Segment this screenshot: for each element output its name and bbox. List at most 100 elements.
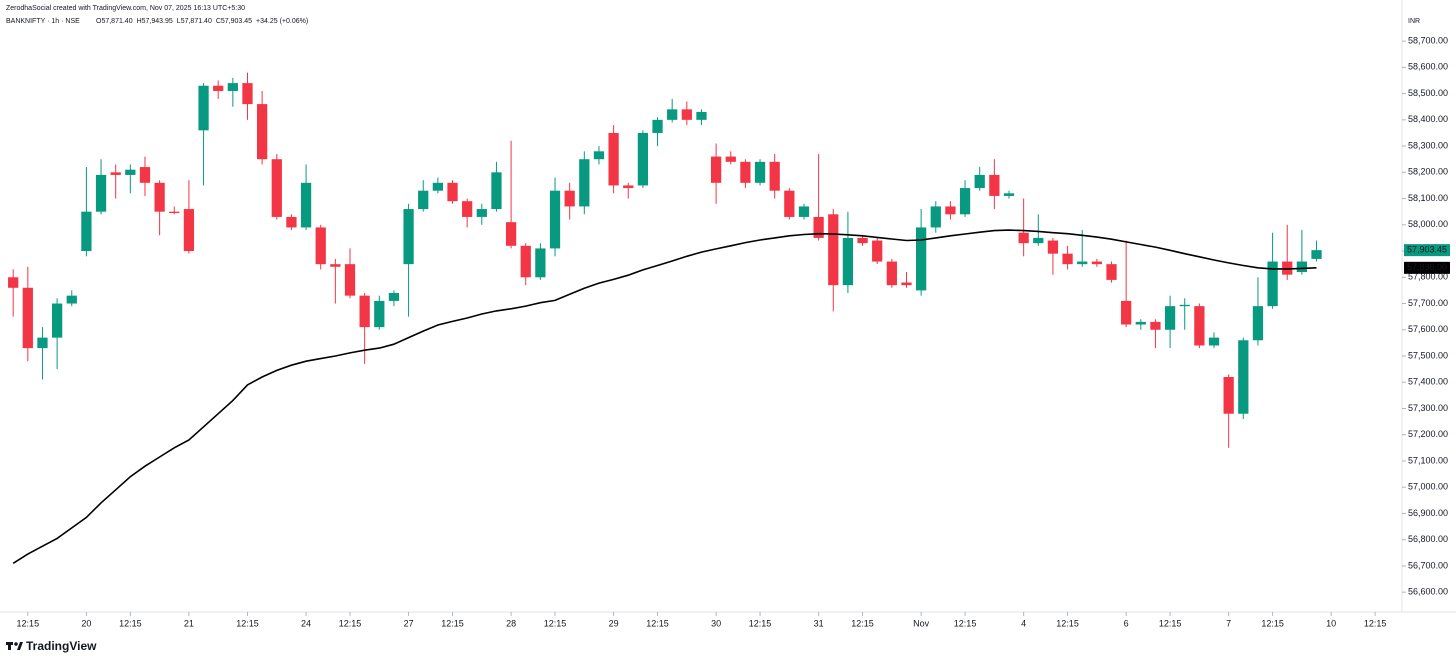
y-tick-label: 58,100.00: [1408, 193, 1448, 203]
candle-body: [1135, 321, 1146, 325]
y-tick-label: 58,600.00: [1408, 62, 1448, 72]
symbol: BANKNIFTY · 1h · NSE: [6, 18, 80, 25]
y-tick-label: 56,900.00: [1408, 508, 1448, 518]
candle-body: [740, 161, 751, 183]
y-tick-label: 58,300.00: [1408, 140, 1448, 150]
candle-body: [432, 182, 443, 191]
y-tick-label: 58,700.00: [1408, 36, 1448, 46]
candle-body: [813, 216, 824, 238]
candle-body: [916, 227, 927, 291]
candle-body: [1252, 306, 1264, 341]
x-tick-label: 31: [814, 618, 824, 628]
ohlc-label: H57,943.95: [137, 18, 173, 25]
candle-body: [667, 109, 678, 120]
candle-body: [447, 182, 458, 202]
candle-body: [300, 182, 312, 228]
candle-body: [66, 295, 77, 304]
candle-body: [535, 248, 546, 278]
candle-body: [886, 261, 897, 286]
ohlc-label: C57,903.45: [216, 18, 252, 25]
x-tick-label: 28: [506, 618, 516, 628]
y-tick-label: 57,500.00: [1408, 350, 1448, 360]
candle-body: [579, 159, 590, 207]
candle-body: [154, 182, 165, 212]
y-tick-label: 57,800.00: [1408, 272, 1448, 282]
candle-body: [1311, 250, 1322, 259]
candle-body: [549, 190, 561, 249]
candle-body: [828, 214, 839, 286]
candle-body: [1150, 321, 1161, 330]
y-tick-label: 56,600.00: [1408, 587, 1448, 597]
candle-body: [945, 206, 956, 215]
x-tick-label: 12:15: [954, 618, 977, 628]
logo-part: [17, 642, 23, 650]
x-tick-label: 4: [1021, 618, 1026, 628]
candle-body: [1267, 261, 1278, 307]
x-tick-label: 27: [404, 618, 414, 628]
candle-body: [1164, 306, 1176, 330]
candle-body: [857, 237, 868, 244]
y-tick-label: 57,100.00: [1408, 455, 1448, 465]
candle-body: [359, 295, 370, 328]
candle-body: [125, 169, 136, 175]
y-tick-label: 56,800.00: [1408, 534, 1448, 544]
candle-body: [418, 190, 429, 210]
candle-body: [37, 337, 48, 349]
candle-body: [623, 185, 634, 189]
candle-body: [227, 83, 238, 91]
logo-part: [8, 642, 11, 650]
candle-body: [1238, 340, 1249, 414]
candle-body: [213, 85, 224, 91]
candle-body: [564, 190, 575, 207]
candle-body: [1121, 300, 1132, 325]
x-tick-label: 12:15: [119, 618, 142, 628]
candle-body: [798, 206, 810, 217]
candles: [8, 72, 1322, 448]
candle-body: [652, 119, 663, 133]
brand: TradingView: [26, 639, 97, 653]
header: ZerodhaSocial created with TradingView.c…: [6, 5, 245, 12]
x-tick-label: 21: [184, 618, 194, 628]
candle-body: [608, 132, 619, 186]
price-tag-label: 57,836.00: [1407, 262, 1447, 272]
x-tick-label: 12:15: [236, 618, 259, 628]
candle-body: [681, 109, 692, 120]
y-tick-label: 57,200.00: [1408, 429, 1448, 439]
candle-body: [330, 264, 341, 267]
x-tick-label: 12:15: [646, 618, 669, 628]
x-tick-label: 7: [1226, 618, 1231, 628]
x-tick-label: 12:15: [1056, 618, 1079, 628]
price-tag: [1404, 261, 1450, 274]
candle-body: [769, 161, 780, 191]
candle-body: [374, 300, 385, 328]
x-tick-label: 6: [1124, 618, 1129, 628]
y-tick-label: 58,200.00: [1408, 167, 1448, 177]
y-tick-label: 58,000.00: [1408, 219, 1448, 229]
x-tick-label: 10: [1326, 618, 1336, 628]
x-tick-label: 12:15: [339, 618, 362, 628]
candle-body: [872, 240, 883, 262]
x-tick-label: 12:15: [851, 618, 874, 628]
candle-body: [51, 303, 63, 338]
y-tick-label: 57,300.00: [1408, 403, 1448, 413]
candle-body: [930, 206, 941, 228]
candle-body: [476, 209, 487, 217]
candle-body: [8, 277, 19, 288]
y-tick-label: 58,400.00: [1408, 114, 1448, 124]
x-tick-label: 12:15: [1364, 618, 1387, 628]
candle-body: [1018, 232, 1029, 244]
brand-logo: [6, 642, 23, 650]
candle-body: [754, 161, 766, 183]
candle-body: [1077, 261, 1088, 265]
candle-body: [344, 264, 356, 296]
candle-body: [725, 156, 736, 162]
candle-body: [784, 190, 795, 217]
candle-body: [95, 174, 107, 212]
candle-body: [1194, 306, 1205, 346]
candle-body: [1062, 253, 1073, 265]
candle-body: [257, 104, 268, 160]
y-tick-label: 57,000.00: [1408, 482, 1448, 492]
x-tick-label: 12:15: [1261, 618, 1284, 628]
